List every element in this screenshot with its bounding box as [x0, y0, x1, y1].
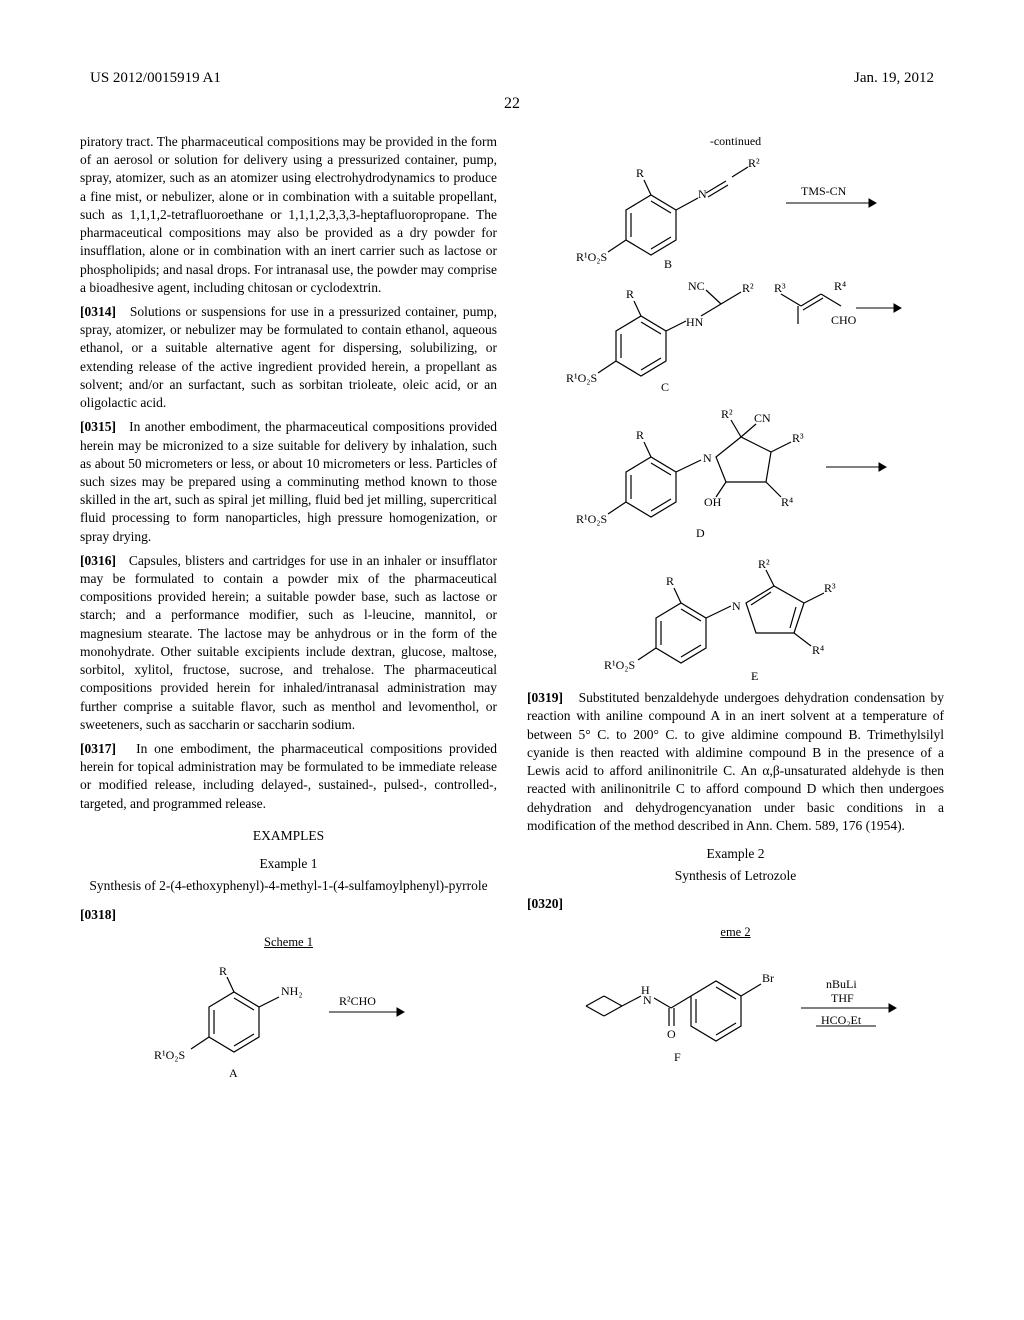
compound-b-structure: R R¹O₂S N R² B TMS-CN	[527, 155, 944, 270]
label-R-b: R	[636, 166, 644, 180]
label-R4-e: R⁴	[812, 643, 824, 657]
label-nBuLi: nBuLi	[826, 977, 857, 991]
para-num-0317: [0317]	[80, 741, 116, 756]
para-num-0314: [0314]	[80, 304, 116, 319]
right-column: -continued	[527, 133, 944, 1093]
label-R2-e: R²	[758, 557, 770, 571]
para-0317-text: In one embodiment, the pharmaceutical co…	[80, 741, 497, 811]
label-R: R	[219, 964, 227, 978]
label-TMS-CN: TMS-CN	[801, 184, 847, 198]
patent-page: US 2012/0015919 A1 Jan. 19, 2012 22 pira…	[0, 0, 1024, 1320]
page-header: US 2012/0015919 A1 Jan. 19, 2012	[80, 70, 944, 87]
para-0318: [0318]	[80, 906, 497, 924]
para-num-0316: [0316]	[80, 553, 116, 568]
para-0315: [0315] In another embodiment, the pharma…	[80, 418, 497, 546]
para-0314-text: Solutions or suspensions for use in a pr…	[80, 304, 497, 410]
para-0317: [0317] In one embodiment, the pharmaceut…	[80, 740, 497, 813]
label-E: E	[751, 669, 758, 683]
label-N-f: N	[643, 993, 652, 1007]
compound-b-svg: R R¹O₂S N R² B TMS-CN	[576, 155, 896, 270]
label-CN-d: CN	[754, 411, 771, 425]
label-NH2: NH₂	[281, 984, 303, 998]
para-num-0315: [0315]	[80, 419, 116, 434]
compound-d-structure: R R¹O₂S R² CN R³ R⁴ OH N D	[527, 402, 944, 542]
label-R2-b: R²	[748, 156, 760, 170]
compound-a-structure: R NH₂ R¹O₂S A R²CHO	[80, 957, 497, 1087]
compound-e-svg: R R¹O₂S R² R³ R⁴ N E	[596, 548, 876, 683]
label-R2-c: R²	[742, 281, 754, 295]
para-0320: [0320]	[527, 895, 944, 913]
continued-label: -continued	[527, 133, 944, 149]
label-N-b: N	[698, 187, 707, 201]
label-R4-c: R⁴	[834, 279, 846, 293]
label-R3-d: R³	[792, 431, 804, 445]
compound-e-structure: R R¹O₂S R² R³ R⁴ N E	[527, 548, 944, 683]
left-column: piratory tract. The pharmaceutical compo…	[80, 133, 497, 1093]
compound-f-structure: H N O Br F nBuLi THF HCO₂Et	[527, 946, 944, 1066]
example-1-heading: Example 1	[80, 855, 497, 873]
compound-c-structure: R R¹O₂S HN NC R² R³ R⁴ CHO C	[527, 276, 944, 396]
compound-d-svg: R R¹O₂S R² CN R³ R⁴ OH N D	[576, 402, 896, 542]
label-HCO2Et: HCO₂Et	[821, 1013, 862, 1027]
label-NC-c: NC	[688, 279, 705, 293]
para-0316: [0316] Capsules, blisters and cartridges…	[80, 552, 497, 734]
publication-number: US 2012/0015919 A1	[90, 70, 221, 87]
para-0319: [0319] Substituted benzaldehyde undergoe…	[527, 689, 944, 835]
label-A: A	[229, 1066, 238, 1080]
para-0319-text: Substituted benzaldehyde undergoes dehyd…	[527, 690, 944, 833]
example-2-heading: Example 2	[527, 845, 944, 863]
label-O-f: O	[667, 1027, 676, 1041]
label-OH-d: OH	[704, 495, 722, 509]
label-R-d: R	[636, 428, 644, 442]
compound-c-svg: R R¹O₂S HN NC R² R³ R⁴ CHO C	[566, 276, 906, 396]
label-THF: THF	[831, 991, 854, 1005]
publication-date: Jan. 19, 2012	[854, 70, 934, 87]
label-N-e: N	[732, 599, 741, 613]
example-1-name: Synthesis of 2-(4-ethoxyphenyl)-4-methyl…	[80, 877, 497, 895]
label-C: C	[661, 380, 669, 394]
compound-a-svg: R NH₂ R¹O₂S A R²CHO	[149, 957, 429, 1087]
label-R3-c: R³	[774, 281, 786, 295]
page-number: 22	[80, 95, 944, 113]
label-R1O2S: R¹O₂S	[154, 1048, 185, 1062]
label-R-c: R	[626, 287, 634, 301]
label-N-d: N	[703, 451, 712, 465]
label-R4-d: R⁴	[781, 495, 793, 509]
label-R-e: R	[666, 574, 674, 588]
label-R1O2S-c: R¹O₂S	[566, 371, 597, 385]
para-0315-text: In another embodiment, the pharmaceutica…	[80, 419, 497, 543]
label-HN-c: HN	[686, 315, 704, 329]
examples-heading: EXAMPLES	[80, 827, 497, 845]
label-R1O2S-e: R¹O₂S	[604, 658, 635, 672]
label-R1O2S-d: R¹O₂S	[576, 512, 607, 526]
para-0314: [0314] Solutions or suspensions for use …	[80, 303, 497, 412]
label-F: F	[674, 1050, 681, 1064]
label-R3-e: R³	[824, 581, 836, 595]
para-num-0320: [0320]	[527, 896, 563, 911]
para-num-0319: [0319]	[527, 690, 563, 705]
label-CHO-c: CHO	[831, 313, 857, 327]
two-column-layout: piratory tract. The pharmaceutical compo…	[80, 133, 944, 1093]
label-R2-d: R²	[721, 407, 733, 421]
label-B: B	[664, 257, 672, 270]
label-R1O2S-b: R¹O₂S	[576, 250, 607, 264]
para-intro: piratory tract. The pharmaceutical compo…	[80, 133, 497, 297]
para-num-0318: [0318]	[80, 907, 116, 922]
scheme-1-label: Scheme 1	[80, 934, 497, 951]
label-D: D	[696, 526, 705, 540]
label-R2CHO: R²CHO	[339, 994, 376, 1008]
label-Br-f: Br	[762, 971, 774, 985]
para-0316-text: Capsules, blisters and cartridges for us…	[80, 553, 497, 732]
example-2-name: Synthesis of Letrozole	[527, 867, 944, 885]
scheme-2-label: eme 2	[527, 924, 944, 941]
compound-f-svg: H N O Br F nBuLi THF HCO₂Et	[566, 946, 906, 1066]
